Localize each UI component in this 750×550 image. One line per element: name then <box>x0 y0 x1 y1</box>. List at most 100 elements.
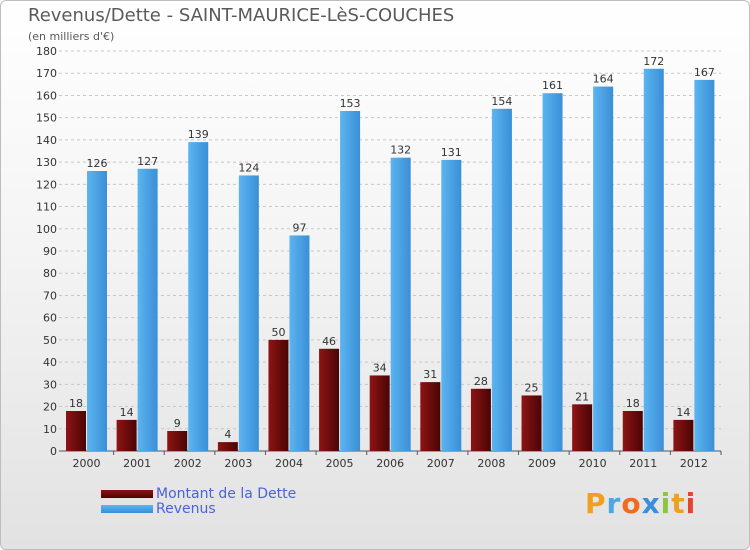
bar-dette <box>369 375 390 451</box>
legend-swatch-revenus <box>101 505 153 513</box>
x-tick-label: 2009 <box>528 457 556 470</box>
bar-dette <box>167 431 188 451</box>
logo-letter: o <box>621 487 642 520</box>
y-tick-label: 40 <box>43 356 57 369</box>
data-label: 161 <box>542 79 563 92</box>
y-tick-label: 10 <box>43 423 57 436</box>
bar-dette <box>268 339 289 451</box>
x-tick-label: 2000 <box>73 457 101 470</box>
y-tick-label: 130 <box>36 156 57 169</box>
logo-letter: P <box>585 487 607 520</box>
bar-dette <box>66 411 86 451</box>
data-label: 131 <box>441 146 462 159</box>
y-tick-label: 20 <box>43 401 57 414</box>
data-label: 14 <box>676 406 690 419</box>
data-label: 4 <box>224 428 231 441</box>
x-tick-label: 2001 <box>123 457 151 470</box>
bar-dette <box>116 419 137 451</box>
data-label: 50 <box>271 326 285 339</box>
bar-dette <box>572 404 593 451</box>
logo-letter: x <box>641 487 661 520</box>
bar-revenus <box>87 171 107 451</box>
x-tick-label: 2007 <box>427 457 455 470</box>
bar-dette <box>217 442 238 451</box>
y-tick-label: 30 <box>43 378 57 391</box>
data-label: 153 <box>340 97 361 110</box>
y-tick-label: 140 <box>36 134 57 147</box>
grid-lines <box>59 50 721 452</box>
logo-letter: t <box>671 487 686 520</box>
x-tick-label: 2012 <box>680 457 708 470</box>
x-tick-label: 2002 <box>174 457 202 470</box>
bar-dette <box>521 395 542 451</box>
bar-dette <box>420 382 441 451</box>
y-tick-label: 110 <box>36 201 57 214</box>
bar-revenus <box>643 68 664 452</box>
data-label: 127 <box>137 155 158 168</box>
bar-revenus <box>390 157 411 451</box>
y-tick-label: 160 <box>36 89 57 102</box>
y-axis-ticks: 0 10 20 30 40 50 60 70 80 90 100 110 120 130 140 150 160… <box>36 45 57 458</box>
data-label: 46 <box>322 335 336 348</box>
x-tick-label: 2008 <box>477 457 505 470</box>
logo-letter: i <box>660 487 672 520</box>
bar-revenus <box>238 175 259 451</box>
bar-revenus <box>289 235 310 451</box>
x-tick-label: 2004 <box>275 457 303 470</box>
bars <box>66 68 715 452</box>
data-label: 14 <box>120 406 134 419</box>
data-label: 31 <box>423 368 437 381</box>
y-tick-label: 80 <box>43 267 57 280</box>
x-tick-label: 2011 <box>629 457 657 470</box>
data-label: 9 <box>174 417 181 430</box>
bar-dette <box>470 388 491 451</box>
legend-swatch-dette <box>101 490 153 498</box>
bar-revenus <box>694 79 715 451</box>
proxiti-logo: Proxiti <box>585 487 696 520</box>
chart-title: Revenus/Dette - SAINT-MAURICE-LèS-COUCHE… <box>28 5 455 26</box>
data-label: 172 <box>643 55 664 68</box>
logo-letter: r <box>606 487 622 520</box>
bar-revenus <box>542 93 563 451</box>
logo-letter: i <box>685 487 697 520</box>
data-label: 139 <box>188 128 209 141</box>
bar-revenus <box>340 111 361 451</box>
data-label: 164 <box>593 73 614 86</box>
data-label: 132 <box>390 144 411 157</box>
bar-dette <box>673 419 694 451</box>
bar-revenus <box>441 159 462 451</box>
bar-revenus <box>137 168 158 451</box>
y-tick-label: 180 <box>36 45 57 58</box>
bar-dette <box>319 348 340 451</box>
data-label: 126 <box>87 157 108 170</box>
data-label: 154 <box>491 95 512 108</box>
data-label: 124 <box>238 161 259 174</box>
data-label: 97 <box>292 221 306 234</box>
data-label: 28 <box>474 375 488 388</box>
y-tick-label: 90 <box>43 245 57 258</box>
y-tick-label: 170 <box>36 67 57 80</box>
x-axis-ticks: 2000 2001 2002 2003 2004 2005 2006 2007 2008 2009… <box>73 451 722 470</box>
data-label: 34 <box>373 361 387 374</box>
y-tick-label: 0 <box>50 445 57 458</box>
y-tick-label: 100 <box>36 223 57 236</box>
data-label: 18 <box>626 397 640 410</box>
data-label: 18 <box>69 397 83 410</box>
x-tick-label: 2005 <box>326 457 354 470</box>
data-label: 167 <box>694 66 715 79</box>
y-tick-label: 50 <box>43 334 57 347</box>
legend-label-revenus: Revenus <box>156 501 216 517</box>
bar-revenus <box>491 108 512 452</box>
data-label: 21 <box>575 390 589 403</box>
y-tick-label: 70 <box>43 289 57 302</box>
data-label: 25 <box>525 381 539 394</box>
legend-label-dette: Montant de la Dette <box>156 486 297 502</box>
x-tick-label: 2006 <box>376 457 404 470</box>
bar-dette <box>622 411 643 451</box>
data-labels: 18 126 14 127 9 139 4 124 50 97 46 153 34 132 31 131 28 1… <box>69 55 715 441</box>
x-tick-label: 2010 <box>579 457 607 470</box>
bar-revenus <box>593 86 614 452</box>
y-tick-label: 150 <box>36 112 57 125</box>
bar-revenus <box>188 142 209 451</box>
